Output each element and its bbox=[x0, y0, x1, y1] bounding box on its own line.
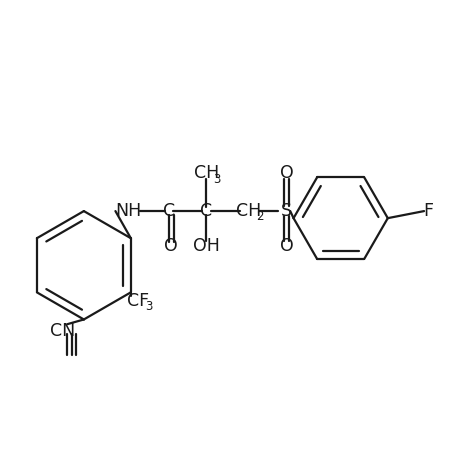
Text: C: C bbox=[163, 202, 175, 220]
Text: 3: 3 bbox=[146, 300, 153, 313]
Text: 3: 3 bbox=[213, 173, 221, 185]
Text: C: C bbox=[201, 202, 212, 220]
Text: NH: NH bbox=[116, 202, 142, 220]
Text: CF: CF bbox=[127, 292, 149, 310]
Text: CH: CH bbox=[236, 202, 261, 220]
Text: O: O bbox=[164, 237, 178, 255]
Text: CN: CN bbox=[50, 322, 75, 340]
Text: CH: CH bbox=[194, 164, 219, 182]
Text: OH: OH bbox=[193, 237, 220, 255]
Text: F: F bbox=[423, 202, 433, 220]
Text: S: S bbox=[281, 202, 292, 220]
Text: 2: 2 bbox=[256, 210, 264, 223]
Text: O: O bbox=[280, 164, 293, 182]
Text: O: O bbox=[280, 237, 293, 255]
